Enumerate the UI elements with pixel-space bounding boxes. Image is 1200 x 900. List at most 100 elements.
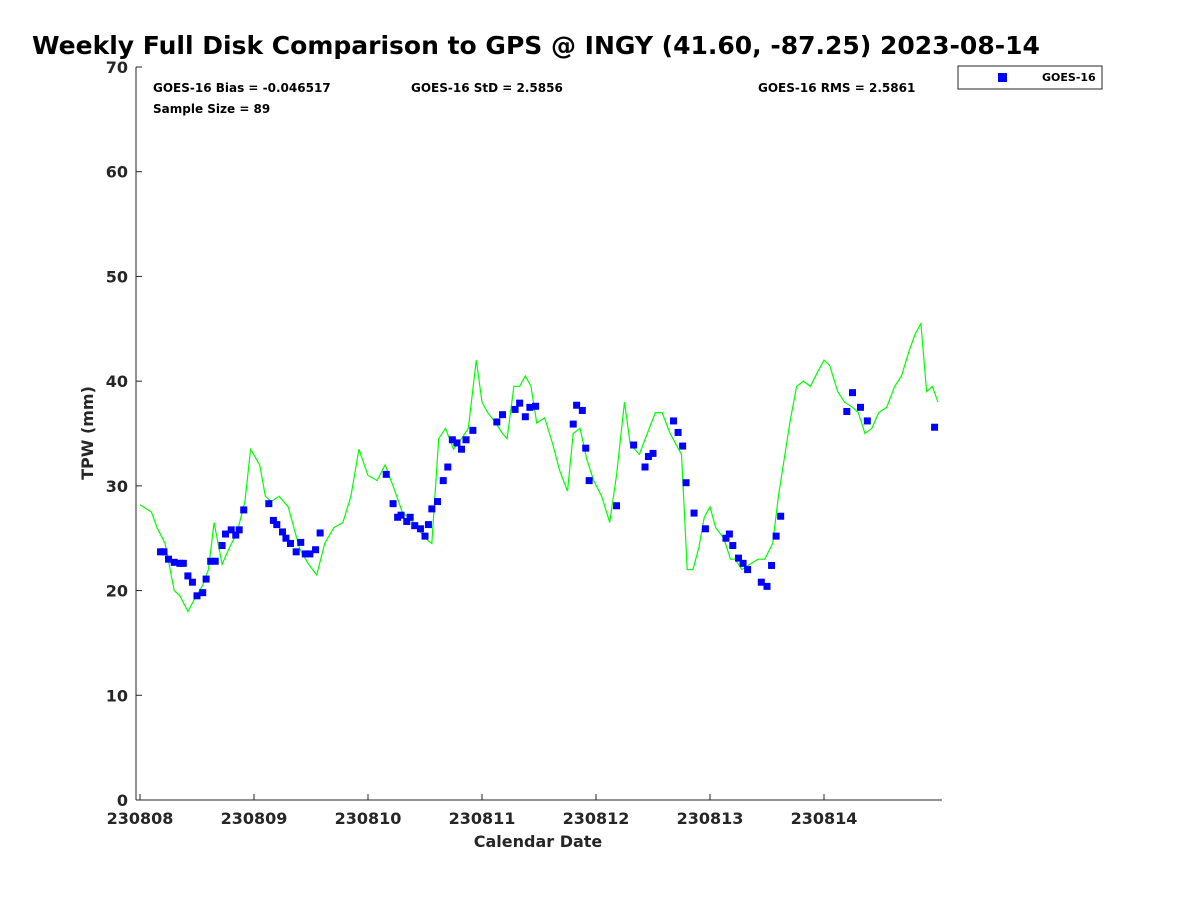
goes-point	[286, 539, 294, 547]
goes-point	[279, 528, 286, 536]
goes-point	[931, 423, 939, 431]
goes-point	[578, 406, 586, 414]
goes-point	[644, 453, 652, 461]
rms-stat: GOES-16 RMS = 2.5861	[758, 81, 915, 95]
goes-point	[453, 439, 461, 447]
goes-point	[235, 526, 243, 534]
y-ticks: 0 10 20 30 40 50 60 70	[106, 58, 142, 810]
goes-point	[184, 572, 192, 580]
goes-point	[265, 500, 273, 508]
goes-point	[227, 526, 235, 534]
goes-point	[448, 436, 456, 444]
legend-label-goes: GOES-16	[1042, 71, 1096, 84]
goes-point	[444, 463, 452, 471]
goes-point	[772, 532, 780, 540]
y-tick-label: 0	[117, 791, 128, 810]
goes-point	[207, 557, 215, 565]
goes-point	[516, 399, 524, 407]
plot-area: 0 10 20 30 40 50 60 70 230808 230809 230810 230811…	[106, 58, 942, 828]
y-tick-label: 50	[106, 267, 128, 286]
goes-point	[428, 505, 436, 513]
gps-line	[139, 321, 939, 613]
goes-point	[613, 502, 621, 510]
goes-point	[312, 546, 320, 554]
goes-point	[240, 506, 248, 514]
goes-point	[849, 389, 856, 397]
goes-point	[397, 511, 405, 519]
goes-point	[439, 477, 447, 485]
x-tick-label: 230814	[791, 809, 858, 828]
y-tick-label: 10	[106, 686, 128, 705]
goes-point	[193, 592, 201, 600]
goes-point	[297, 538, 305, 546]
goes-point	[165, 555, 172, 563]
goes-point	[499, 411, 507, 419]
goes-point	[679, 442, 687, 450]
std-stat: GOES-16 StD = 2.5856	[411, 81, 563, 95]
y-tick-label: 30	[106, 477, 128, 496]
goes-point	[532, 402, 540, 410]
goes-point	[744, 566, 752, 574]
goes-point	[682, 479, 690, 487]
goes-point	[725, 530, 733, 538]
goes-point	[421, 532, 429, 540]
goes-point	[179, 559, 187, 567]
y-tick-label: 70	[106, 58, 128, 77]
x-tick-label: 230813	[677, 809, 744, 828]
legend-marker	[998, 73, 1007, 82]
goes-point	[403, 517, 411, 525]
goes-point	[389, 500, 397, 508]
goes-point	[170, 558, 178, 566]
goes-point	[735, 554, 742, 562]
goes-point	[406, 513, 414, 521]
x-axis-label: Calendar Date	[474, 832, 603, 851]
chart-title: Weekly Full Disk Comparison to GPS @ ING…	[32, 31, 1040, 60]
goes-point	[569, 420, 577, 428]
goes-point	[462, 436, 470, 444]
goes-point	[630, 441, 638, 449]
goes-point	[273, 521, 281, 529]
goes-point	[416, 525, 424, 533]
goes-point	[641, 463, 649, 471]
goes-point	[763, 582, 771, 590]
goes-point	[434, 498, 442, 506]
goes-point	[573, 401, 581, 409]
goes-point	[282, 534, 290, 542]
goes-point	[424, 521, 432, 529]
goes-point	[856, 403, 864, 411]
x-tick-label: 230812	[563, 809, 630, 828]
goes-point	[701, 525, 709, 533]
plot-background	[136, 67, 942, 800]
goes-point	[382, 470, 390, 478]
goes-point	[777, 512, 785, 520]
goes-point	[469, 426, 477, 434]
legend: GOES-16	[957, 65, 1103, 90]
goes-point	[188, 578, 196, 586]
goes-point	[301, 550, 309, 558]
y-axis-label: TPW (mm)	[78, 386, 97, 480]
goes-point	[292, 548, 300, 556]
goes-point	[585, 477, 593, 485]
goes-point	[674, 428, 682, 436]
goes-point	[843, 408, 851, 416]
goes-point	[757, 578, 765, 586]
goes-point	[739, 559, 747, 567]
goes-point	[649, 449, 657, 457]
x-tick-label: 230811	[449, 809, 516, 828]
goes-point	[232, 531, 240, 539]
x-tick-label: 230810	[335, 809, 402, 828]
goes-point	[211, 557, 219, 565]
bias-stat: GOES-16 Bias = -0.046517	[153, 81, 331, 95]
y-tick-label: 60	[106, 163, 128, 182]
goes-series	[157, 389, 939, 600]
legend-box	[957, 65, 1103, 90]
goes-point	[729, 542, 737, 550]
goes-point	[316, 529, 324, 537]
gps-series	[139, 321, 939, 613]
goes-point	[768, 561, 776, 569]
goes-point	[199, 589, 207, 597]
x-tick-label: 230809	[221, 809, 288, 828]
goes-point	[493, 418, 501, 426]
goes-point	[690, 509, 698, 517]
